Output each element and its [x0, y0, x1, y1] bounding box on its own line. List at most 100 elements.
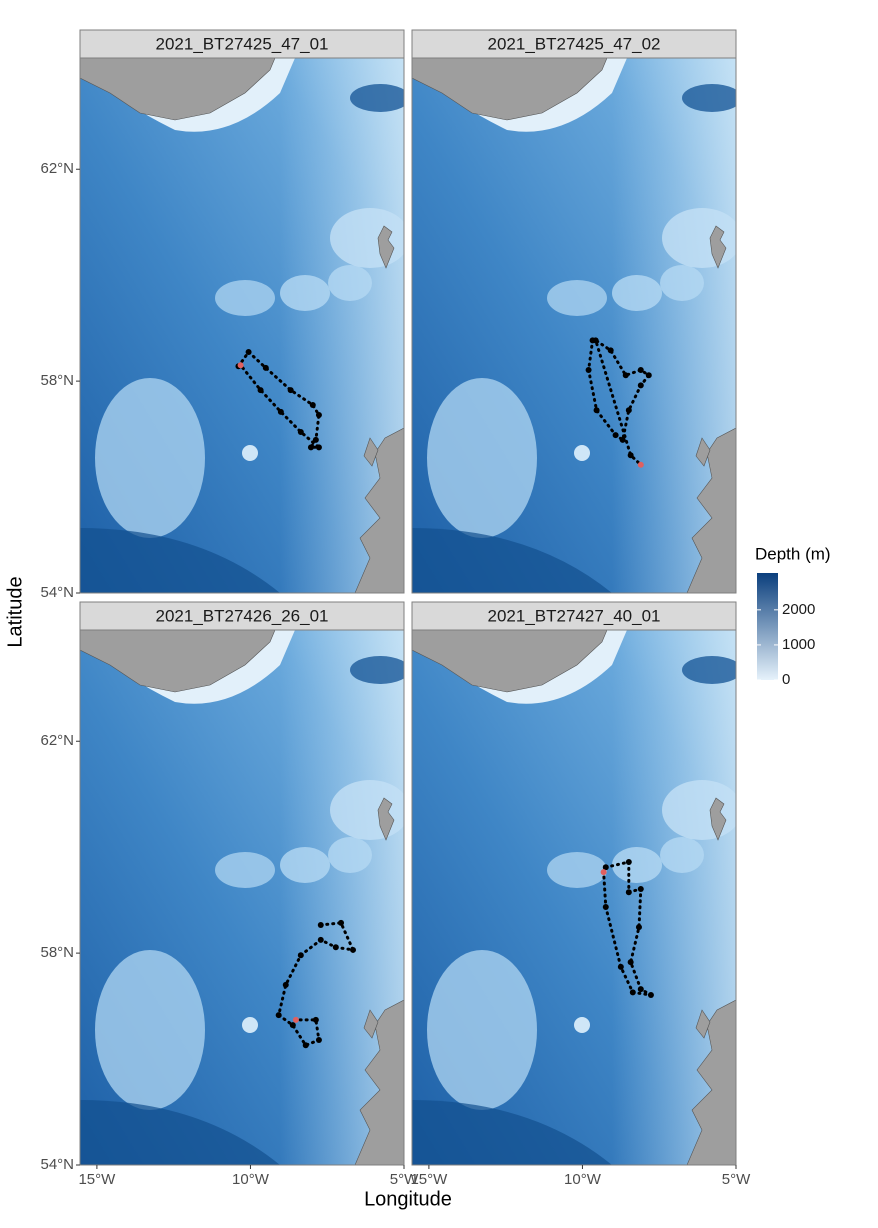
land — [686, 427, 736, 593]
land — [80, 630, 276, 693]
panel — [412, 630, 736, 1165]
deep — [682, 656, 736, 684]
deep — [682, 84, 736, 112]
track-point — [297, 428, 304, 435]
track-point — [262, 364, 269, 371]
deep — [80, 528, 280, 593]
track-point — [315, 412, 322, 419]
land — [412, 58, 608, 121]
x-tick-label: 5°W — [390, 1171, 419, 1188]
track-point — [332, 944, 339, 951]
bank — [574, 1017, 590, 1033]
strip — [411, 29, 737, 59]
track-point — [627, 452, 634, 459]
track-point — [637, 461, 644, 468]
track-point — [593, 407, 600, 414]
legend-tick-label: 1000 — [782, 636, 815, 653]
bank — [328, 837, 372, 873]
strip-label: 2021_BT27426_26_01 — [156, 606, 329, 625]
deep — [350, 84, 404, 112]
track-point — [585, 366, 592, 373]
strip — [79, 29, 405, 59]
track-point — [309, 401, 316, 408]
track — [602, 860, 652, 997]
land — [686, 999, 736, 1165]
panel — [80, 58, 404, 593]
track-point — [287, 387, 294, 394]
legend-title: Depth (m) — [755, 544, 831, 563]
y-tick-label: 62°N — [40, 160, 74, 177]
shelf-edge — [80, 630, 295, 704]
deep — [412, 528, 612, 593]
track-point — [317, 936, 324, 943]
track-point — [350, 946, 357, 953]
track-point — [619, 436, 626, 443]
track-point — [602, 904, 609, 911]
land — [354, 999, 404, 1165]
track-point — [625, 407, 632, 414]
shelf-edge — [412, 58, 627, 132]
track-point — [292, 1016, 299, 1023]
track-point — [635, 924, 642, 931]
y-axis-title: Latitude — [4, 576, 26, 647]
track-point — [637, 886, 644, 893]
bank — [242, 445, 258, 461]
land — [354, 427, 404, 593]
strip-label: 2021_BT27425_47_02 — [488, 34, 661, 53]
track-point — [607, 347, 614, 354]
track-point — [282, 981, 289, 988]
x-tick-label: 15°W — [410, 1171, 448, 1188]
track-point — [627, 959, 634, 966]
bank — [215, 280, 275, 316]
bank — [662, 208, 736, 268]
bank — [95, 950, 205, 1110]
land — [709, 225, 727, 269]
y-tick-label: 54°N — [40, 1156, 74, 1173]
legend-colorbar — [757, 573, 778, 680]
shelf-edge — [80, 58, 295, 132]
deep — [412, 1100, 612, 1165]
bank — [547, 280, 607, 316]
track-point — [637, 382, 644, 389]
track-point — [629, 989, 636, 996]
track-point — [645, 372, 652, 379]
legend-tick-label: 0 — [782, 671, 790, 688]
land — [377, 797, 395, 841]
track-point — [302, 1042, 309, 1049]
land — [363, 437, 379, 467]
x-tick-label: 10°W — [564, 1171, 602, 1188]
panel-border — [411, 629, 737, 1166]
y-tick-label: 54°N — [40, 584, 74, 601]
land — [80, 58, 276, 121]
track-point — [600, 869, 607, 876]
track-point — [312, 1016, 319, 1023]
bank — [280, 847, 330, 883]
x-tick-label: 10°W — [232, 1171, 270, 1188]
track-point — [602, 864, 609, 871]
bank — [660, 837, 704, 873]
panel-border — [79, 629, 405, 1166]
bank — [612, 847, 662, 883]
track-point — [312, 436, 319, 443]
track-point — [647, 991, 654, 998]
deep — [80, 1100, 280, 1165]
strip-label: 2021_BT27427_40_01 — [488, 606, 661, 625]
track-point — [592, 337, 599, 344]
y-tick-label: 58°N — [40, 944, 74, 961]
track-point — [315, 444, 322, 451]
track-point — [245, 348, 252, 355]
track-point — [612, 432, 619, 439]
track-point — [315, 1036, 322, 1043]
strip — [411, 601, 737, 631]
land — [377, 225, 395, 269]
track-point — [289, 1022, 296, 1029]
land — [709, 797, 727, 841]
track-point — [257, 387, 264, 394]
panel — [412, 58, 736, 593]
panel-border — [411, 57, 737, 594]
deep — [350, 656, 404, 684]
strip-label: 2021_BT27425_47_01 — [156, 34, 329, 53]
strip — [79, 601, 405, 631]
track-point — [275, 1012, 282, 1019]
